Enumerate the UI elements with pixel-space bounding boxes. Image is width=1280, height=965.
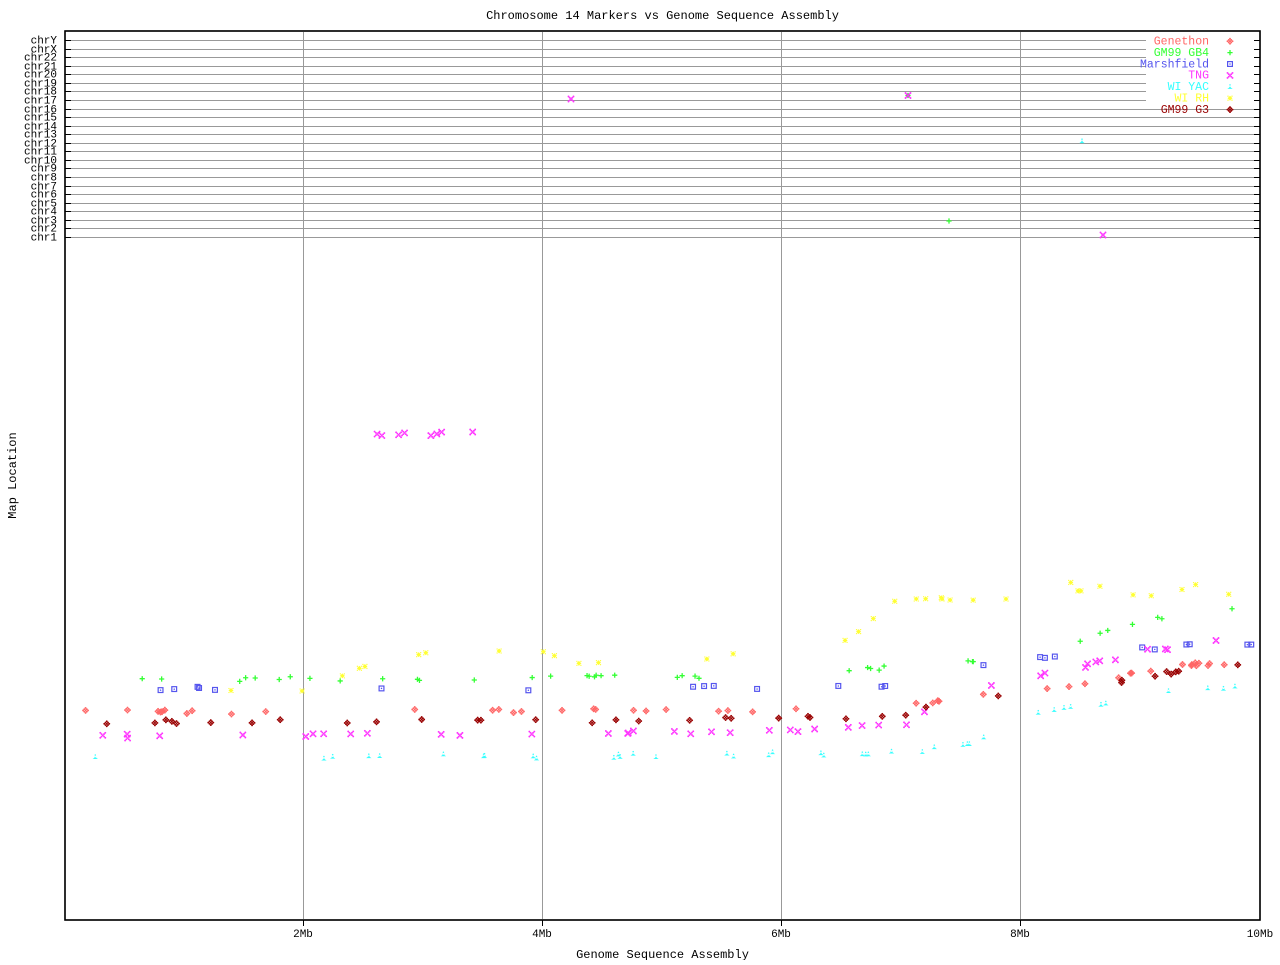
- svg-text:4Mb: 4Mb: [532, 929, 552, 941]
- svg-text:2Mb: 2Mb: [293, 929, 313, 941]
- svg-text:chr1: chr1: [31, 233, 58, 245]
- svg-text:6Mb: 6Mb: [771, 929, 791, 941]
- svg-text:GM99 G3: GM99 G3: [1161, 104, 1209, 117]
- svg-text:Map Location: Map Location: [6, 432, 20, 518]
- svg-text:Genome Sequence Assembly: Genome Sequence Assembly: [576, 948, 749, 960]
- svg-text:Chromosome 14 Markers vs Genom: Chromosome 14 Markers vs Genome Sequence…: [486, 9, 839, 23]
- svg-text:8Mb: 8Mb: [1010, 929, 1030, 941]
- svg-text:10Mb: 10Mb: [1247, 929, 1273, 941]
